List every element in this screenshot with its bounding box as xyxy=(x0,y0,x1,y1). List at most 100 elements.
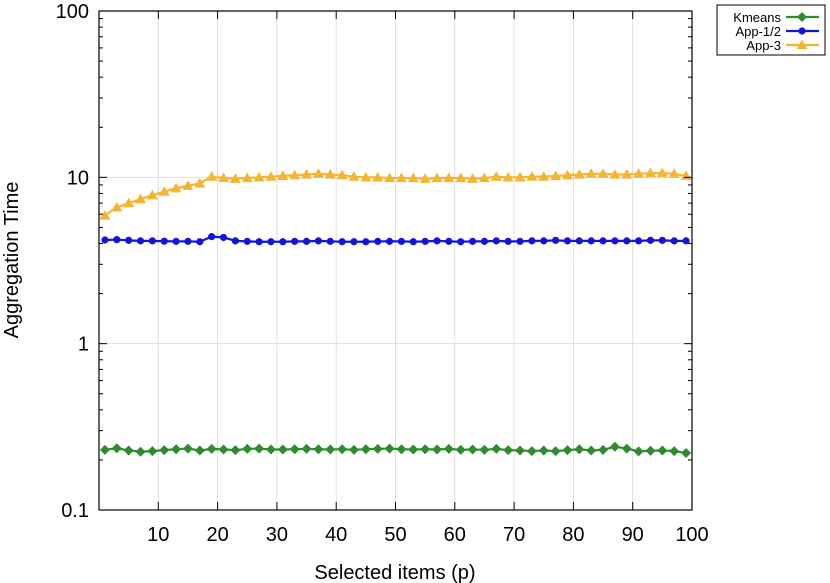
data-point xyxy=(171,444,182,455)
data-point xyxy=(255,238,263,246)
data-point xyxy=(194,445,205,456)
data-point xyxy=(443,443,454,454)
data-point xyxy=(502,171,514,182)
data-point xyxy=(467,444,478,455)
data-point xyxy=(196,238,204,246)
x-axis-title: Selected items (p) xyxy=(314,562,475,583)
x-tick-label: 20 xyxy=(206,524,228,546)
data-point xyxy=(206,171,218,181)
data-point xyxy=(289,169,301,180)
data-point xyxy=(348,171,360,181)
data-point xyxy=(609,441,620,452)
data-point xyxy=(231,237,239,245)
legend-box xyxy=(716,4,826,56)
data-point xyxy=(360,444,371,455)
data-point xyxy=(160,237,168,245)
data-point xyxy=(431,172,443,183)
legend-marker xyxy=(796,39,808,50)
data-point xyxy=(136,237,145,245)
data-point xyxy=(101,236,109,244)
legend-label: App-1/2 xyxy=(735,24,781,39)
data-point xyxy=(194,177,206,188)
x-tick-label: 40 xyxy=(325,524,347,546)
data-point xyxy=(277,444,288,455)
data-point xyxy=(253,171,265,182)
x-tick-label: 70 xyxy=(503,524,525,546)
data-point xyxy=(302,237,311,245)
data-point xyxy=(350,238,358,246)
legend-label: Kmeans xyxy=(733,10,781,25)
data-point xyxy=(325,444,336,455)
data-point xyxy=(135,193,147,204)
data-point xyxy=(147,446,158,457)
data-point xyxy=(621,169,633,179)
data-point xyxy=(372,171,384,182)
x-tick-label: 100 xyxy=(675,524,708,546)
y-axis-title: Aggregation Time xyxy=(1,182,23,339)
data-point xyxy=(170,182,182,193)
data-point xyxy=(384,443,395,454)
legend-label: App-3 xyxy=(746,38,781,53)
data-point xyxy=(408,444,419,455)
data-point xyxy=(123,445,134,456)
data-point xyxy=(491,443,502,454)
y-tick-label: 10 xyxy=(67,167,89,189)
data-point xyxy=(490,171,502,181)
data-point xyxy=(395,172,407,183)
data-point xyxy=(397,237,406,245)
data-point xyxy=(230,445,241,456)
x-tick-label: 80 xyxy=(562,524,584,546)
data-point xyxy=(585,168,597,178)
data-point xyxy=(218,172,230,183)
data-point xyxy=(336,169,348,180)
y-tick-label: 0.1 xyxy=(61,500,89,522)
data-point xyxy=(563,237,572,245)
data-point xyxy=(550,446,561,457)
data-point xyxy=(291,237,299,245)
data-point xyxy=(111,201,123,212)
data-point xyxy=(478,172,490,183)
data-point xyxy=(670,237,678,245)
data-point xyxy=(668,168,680,178)
data-point xyxy=(561,169,573,180)
data-point xyxy=(575,237,583,245)
data-point xyxy=(289,444,300,455)
data-point xyxy=(360,171,372,182)
data-point xyxy=(208,233,216,241)
data-point xyxy=(148,237,156,245)
data-point xyxy=(158,186,170,196)
data-point xyxy=(681,448,692,459)
data-point xyxy=(468,237,477,245)
data-point xyxy=(419,173,431,183)
data-point xyxy=(611,237,619,245)
y-tick-label: 1 xyxy=(78,334,89,356)
data-point xyxy=(372,443,383,454)
data-point xyxy=(574,444,585,455)
data-point xyxy=(538,445,549,456)
data-point xyxy=(609,169,621,179)
legend-marker xyxy=(797,12,807,22)
data-point xyxy=(241,172,253,183)
data-point xyxy=(219,233,228,242)
data-point xyxy=(550,170,562,181)
data-point xyxy=(646,236,655,244)
data-point xyxy=(99,209,111,220)
data-point xyxy=(455,172,467,183)
data-point xyxy=(182,443,193,454)
data-point xyxy=(658,236,666,244)
data-point xyxy=(420,444,431,455)
series-kmeans xyxy=(99,441,692,459)
data-point xyxy=(432,444,443,455)
data-point xyxy=(254,443,265,454)
data-point xyxy=(492,237,500,245)
data-point xyxy=(562,445,573,456)
data-point xyxy=(598,444,609,455)
series-layer xyxy=(99,167,692,459)
data-point xyxy=(337,444,348,455)
x-tick-label: 60 xyxy=(444,524,466,546)
data-point xyxy=(669,446,680,457)
data-point xyxy=(396,444,407,455)
data-point xyxy=(528,237,536,245)
